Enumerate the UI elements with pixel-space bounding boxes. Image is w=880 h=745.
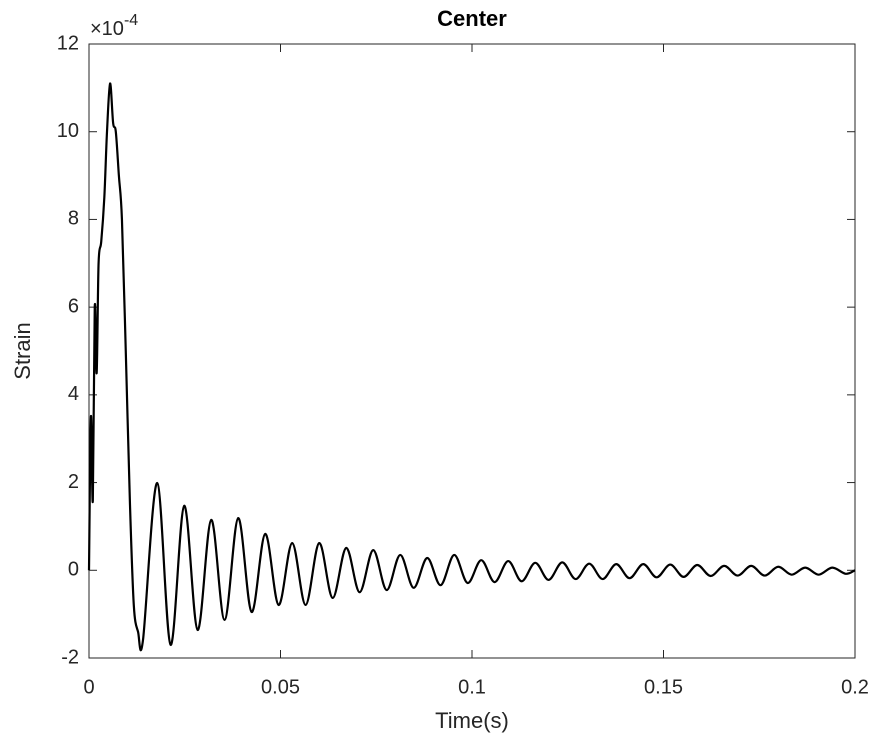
y-tick-label: 4 <box>68 383 79 405</box>
y-tick-label: -2 <box>61 646 79 668</box>
plot-frame <box>88 43 856 659</box>
y-tick-label: 8 <box>68 208 79 230</box>
multiplier-exponent: -4 <box>124 12 138 29</box>
y-tick-label: 2 <box>68 471 79 493</box>
x-tick-label: 0.05 <box>261 676 300 698</box>
x-tick-label: 0 <box>83 676 94 698</box>
x-tick-label: 0.1 <box>458 676 486 698</box>
y-axis-label: Strain <box>10 322 35 379</box>
x-axis-label: Time(s) <box>435 708 509 733</box>
x-tick-label: 0.15 <box>644 676 683 698</box>
data-line <box>87 82 856 652</box>
y-tick-label: 6 <box>68 295 79 317</box>
y-multiplier: ×10-4 <box>90 12 138 40</box>
multiplier-base: ×10 <box>90 18 124 40</box>
y-tick-label: 12 <box>57 32 79 54</box>
y-tick-label: 10 <box>57 120 79 142</box>
x-tick-label: 0.2 <box>841 676 869 698</box>
chart-title: Center <box>437 6 507 31</box>
y-tick-label: 0 <box>68 559 79 581</box>
